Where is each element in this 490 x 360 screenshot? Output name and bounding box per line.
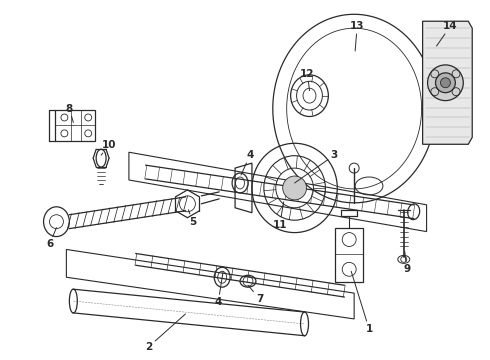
Text: 3: 3 [294,150,338,183]
Text: 8: 8 [66,104,74,122]
Text: 4: 4 [215,271,223,307]
Text: 2: 2 [145,314,185,352]
Circle shape [441,78,450,88]
Text: 10: 10 [101,140,116,155]
Circle shape [283,176,307,200]
Bar [55,109,95,141]
Text: 6: 6 [46,228,56,249]
Polygon shape [422,21,472,144]
Text: 14: 14 [437,21,458,46]
Text: 12: 12 [300,69,315,91]
Text: 1: 1 [351,271,373,334]
Bar [335,228,363,282]
Circle shape [436,73,455,93]
Text: 4: 4 [241,150,254,175]
Text: 9: 9 [403,251,410,274]
Text: 7: 7 [248,285,264,304]
Text: 5: 5 [189,210,196,227]
Circle shape [428,65,464,100]
Text: 13: 13 [350,21,365,51]
Text: 11: 11 [272,202,287,230]
